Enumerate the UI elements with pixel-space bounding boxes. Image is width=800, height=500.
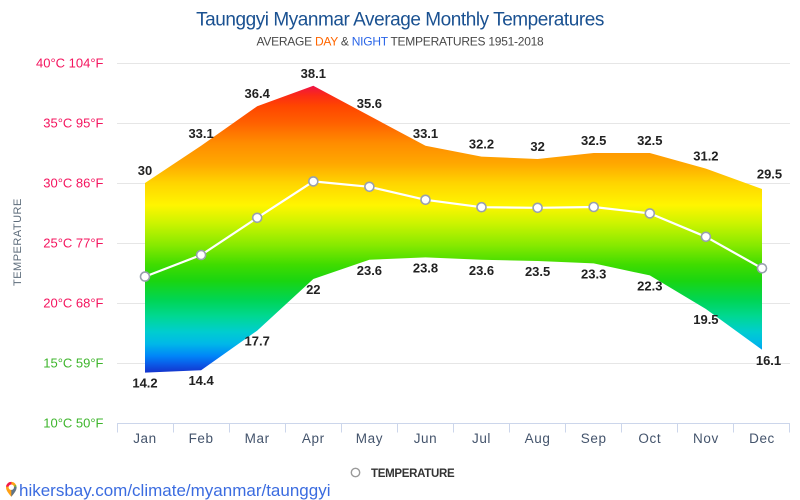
svg-text:Nov: Nov — [693, 431, 719, 446]
svg-text:May: May — [356, 431, 383, 446]
svg-text:23.5: 23.5 — [525, 264, 550, 279]
svg-text:16.1: 16.1 — [756, 353, 781, 368]
svg-text:TEMPERATURE: TEMPERATURE — [371, 468, 455, 480]
svg-text:Jul: Jul — [472, 431, 491, 446]
svg-text:22: 22 — [306, 282, 320, 297]
svg-text:TEMPERATURE: TEMPERATURE — [12, 198, 24, 286]
svg-text:32.5: 32.5 — [637, 133, 662, 148]
svg-text:Dec: Dec — [749, 431, 775, 446]
svg-text:Apr: Apr — [302, 431, 325, 446]
svg-text:30°C 86°F: 30°C 86°F — [43, 176, 103, 191]
svg-text:hikersbay.com/climate/myanmar/: hikersbay.com/climate/myanmar/taunggyi — [19, 481, 330, 500]
svg-text:32.5: 32.5 — [581, 133, 606, 148]
svg-text:Mar: Mar — [245, 431, 270, 446]
svg-text:40°C 104°F: 40°C 104°F — [36, 56, 104, 71]
svg-text:Taunggyi Myanmar Average Month: Taunggyi Myanmar Average Monthly Tempera… — [196, 10, 604, 31]
svg-text:Oct: Oct — [638, 431, 661, 446]
svg-text:Aug: Aug — [525, 431, 551, 446]
svg-text:33.1: 33.1 — [413, 126, 438, 141]
svg-text:15°C 59°F: 15°C 59°F — [43, 356, 103, 371]
svg-text:32: 32 — [530, 139, 544, 154]
svg-text:36.4: 36.4 — [245, 86, 271, 101]
svg-text:14.2: 14.2 — [132, 376, 157, 391]
svg-text:17.7: 17.7 — [245, 334, 270, 349]
svg-text:29.5: 29.5 — [757, 166, 782, 181]
svg-text:35°C 95°F: 35°C 95°F — [43, 116, 103, 131]
svg-text:30: 30 — [138, 163, 152, 178]
svg-text:10°C 50°F: 10°C 50°F — [43, 416, 103, 431]
svg-text:33.1: 33.1 — [188, 126, 213, 141]
svg-text:14.4: 14.4 — [188, 373, 214, 388]
svg-text:19.5: 19.5 — [693, 312, 718, 327]
svg-text:Jun: Jun — [414, 431, 438, 446]
svg-text:Sep: Sep — [581, 431, 607, 446]
svg-text:Feb: Feb — [189, 431, 214, 446]
svg-text:AVERAGE DAY & NIGHT TEMPERATUR: AVERAGE DAY & NIGHT TEMPERATURES 1951-20… — [257, 35, 545, 49]
svg-text:23.6: 23.6 — [357, 263, 382, 278]
svg-text:32.2: 32.2 — [469, 137, 494, 152]
svg-text:23.3: 23.3 — [581, 266, 606, 281]
svg-text:20°C 68°F: 20°C 68°F — [43, 296, 103, 311]
svg-text:31.2: 31.2 — [693, 149, 718, 164]
svg-text:Jan: Jan — [133, 431, 157, 446]
svg-text:23.8: 23.8 — [413, 260, 438, 275]
svg-text:23.6: 23.6 — [469, 263, 494, 278]
svg-text:38.1: 38.1 — [301, 66, 326, 81]
svg-text:22.3: 22.3 — [637, 278, 662, 293]
svg-text:25°C 77°F: 25°C 77°F — [43, 236, 103, 251]
svg-text:35.6: 35.6 — [357, 96, 382, 111]
